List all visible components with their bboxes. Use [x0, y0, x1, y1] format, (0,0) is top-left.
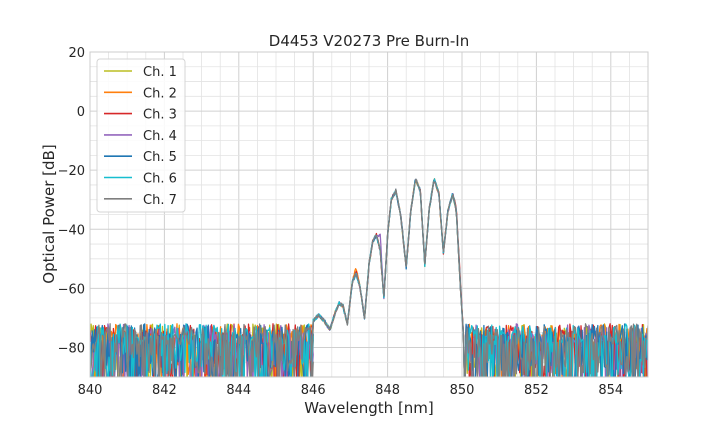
y-tick-label: 20	[68, 46, 85, 61]
y-tick-label: −80	[58, 341, 85, 356]
x-tick-label: 852	[524, 383, 549, 398]
x-tick-label: 850	[450, 383, 475, 398]
y-tick-label: −20	[58, 164, 85, 179]
y-tick-labels: 20 0 −20 −40 −60 −80	[58, 46, 85, 356]
x-tick-label: 846	[301, 383, 326, 398]
x-tick-label: 854	[598, 383, 623, 398]
legend-label: Ch. 2	[143, 86, 177, 101]
chart-title: D4453 V20273 Pre Burn-In	[269, 32, 469, 50]
y-tick-label: −60	[58, 282, 85, 297]
x-tick-label: 842	[152, 383, 177, 398]
y-axis-label: Optical Power [dB]	[40, 144, 58, 283]
x-axis-label: Wavelength [nm]	[304, 399, 434, 417]
legend-label: Ch. 6	[143, 172, 177, 187]
series-line-ch7	[90, 178, 648, 377]
x-tick-labels: 840 842 844 846 848 850 852 854	[78, 383, 624, 398]
x-tick-label: 848	[375, 383, 400, 398]
legend-label: Ch. 4	[143, 129, 177, 144]
y-tick-label: −40	[58, 223, 85, 238]
legend-label: Ch. 3	[143, 108, 177, 123]
legend-label: Ch. 7	[143, 193, 177, 208]
legend-label: Ch. 5	[143, 150, 177, 165]
x-tick-label: 840	[78, 383, 103, 398]
x-tick-label: 844	[226, 383, 251, 398]
legend-label: Ch. 1	[143, 65, 177, 80]
legend: Ch. 1 Ch. 2 Ch. 3 Ch. 4 Ch. 5 Ch. 6 Ch. 7	[96, 58, 186, 213]
y-tick-label: 0	[77, 105, 85, 120]
legend-box	[96, 58, 186, 213]
series-layer	[90, 178, 648, 377]
plot-border	[89, 51, 649, 378]
